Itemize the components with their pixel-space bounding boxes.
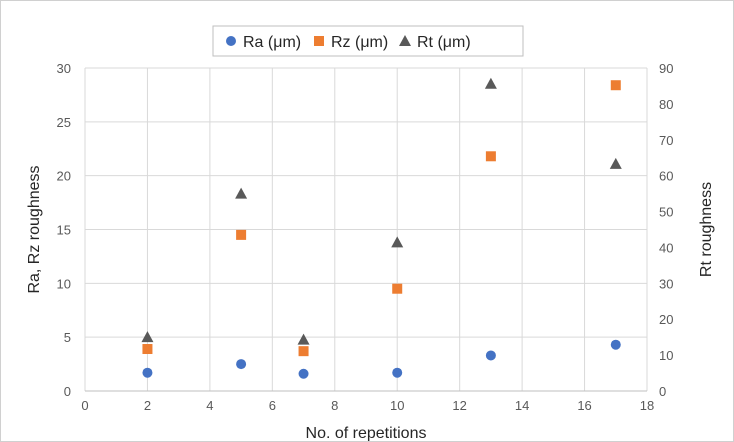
y-tick-label: 20 (57, 169, 71, 184)
y-tick-label: 15 (57, 223, 71, 238)
square-point (236, 229, 247, 240)
legend-label: Ra (μm) (243, 34, 301, 51)
y-tick-label: 10 (57, 276, 71, 291)
x-tick-label: 10 (390, 398, 404, 413)
y2-tick-label: 80 (659, 97, 673, 112)
y2-axis-title: Rt roughness (698, 182, 715, 277)
triangle-point (235, 187, 248, 199)
triangle-legend-marker (399, 35, 411, 46)
triangle-point (141, 331, 154, 343)
legend-label: Rt (μm) (417, 34, 471, 51)
legend-box (212, 25, 524, 57)
gridlines (84, 67, 648, 392)
circle-point (236, 359, 247, 370)
tick-labels: 0 2 4 6 8 10 12 14 16 18 0 5 10 15 20 25 30 0 10 20 30 40 50 60… (57, 61, 674, 413)
square-point (298, 346, 309, 357)
x-tick-label: 16 (577, 398, 591, 413)
circle-point (485, 350, 496, 361)
y2-tick-label: 0 (659, 384, 666, 399)
legend-label: Rz (μm) (331, 34, 388, 51)
triangle-point (484, 77, 497, 89)
square-legend-marker (314, 36, 324, 46)
y2-tick-label: 50 (659, 205, 673, 220)
y-axis-title: Ra, Rz roughness (26, 165, 43, 293)
x-tick-label: 8 (331, 398, 338, 413)
square-point (392, 283, 403, 294)
y2-tick-label: 70 (659, 133, 673, 148)
triangle-point (297, 333, 310, 345)
triangle-point (391, 236, 404, 248)
x-tick-label: 14 (515, 398, 529, 413)
x-tick-label: 2 (144, 398, 151, 413)
circle-legend-marker (226, 36, 236, 46)
circle-point (298, 368, 309, 379)
x-axis-title: No. of repetitions (306, 425, 427, 441)
x-tick-label: 18 (640, 398, 654, 413)
y2-tick-label: 60 (659, 169, 673, 184)
y2-tick-label: 30 (659, 276, 673, 291)
y-tick-label: 30 (57, 61, 71, 76)
y2-tick-label: 90 (659, 61, 673, 76)
x-tick-label: 12 (452, 398, 466, 413)
x-tick-label: 6 (269, 398, 276, 413)
square-point (142, 344, 153, 355)
x-tick-label: 0 (81, 398, 88, 413)
circle-point (392, 367, 403, 378)
square-point (485, 151, 496, 162)
x-tick-label: 4 (206, 398, 213, 413)
y-tick-label: 25 (57, 115, 71, 130)
y-tick-label: 5 (64, 330, 71, 345)
triangle-point (609, 157, 622, 169)
circle-point (142, 367, 153, 378)
legend: Ra (μm) Rz (μm) Rt (μm) (212, 25, 524, 57)
y2-tick-label: 40 (659, 240, 673, 255)
square-point (610, 80, 621, 91)
y2-tick-label: 20 (659, 312, 673, 327)
y-tick-label: 0 (64, 384, 71, 399)
circle-point (610, 339, 621, 350)
data-points (141, 77, 622, 379)
y2-tick-label: 10 (659, 348, 673, 363)
